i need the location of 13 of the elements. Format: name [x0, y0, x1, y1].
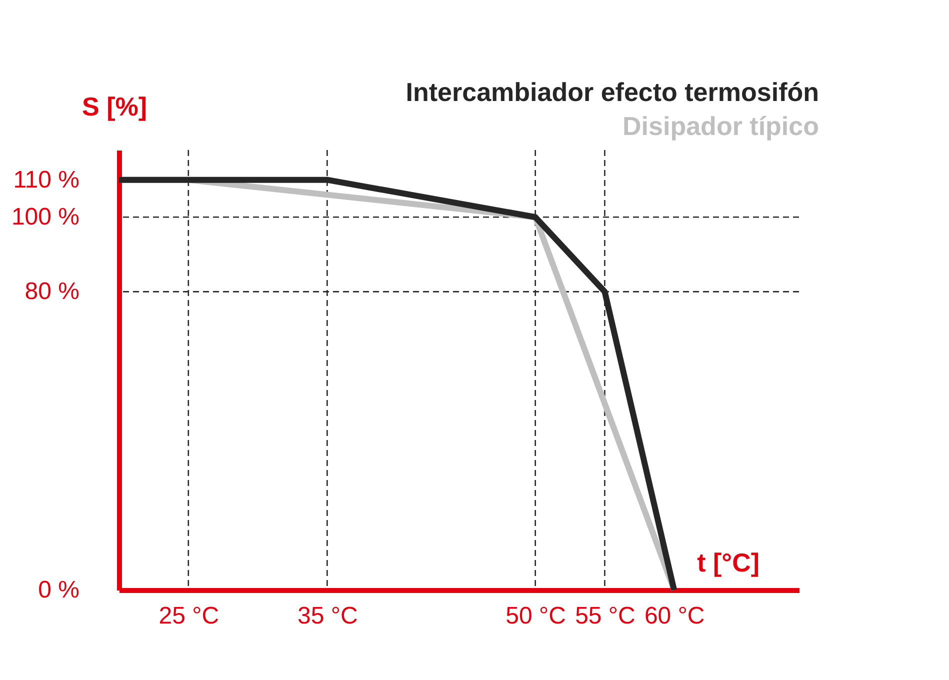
- text: Disipador típico: [622, 111, 819, 141]
- y-tick-label: 80 %: [24, 278, 80, 306]
- y-axis-title: S [%]: [82, 92, 147, 122]
- x-tick-label: 55 °C: [575, 602, 636, 630]
- x-axis-title: t [°C]: [697, 548, 760, 578]
- x-tick-label: 35 °C: [298, 602, 358, 630]
- x-tick-label: 60 °C: [644, 602, 705, 630]
- x-tick-label: 50 °C: [506, 602, 566, 630]
- y-tick-label: 110 %: [13, 166, 80, 194]
- x-tick-label: 25 °C: [158, 602, 220, 630]
- y-tick-label: 0 %: [38, 576, 80, 604]
- y-tick-label: 100 %: [11, 204, 80, 231]
- text: Intercambiador efecto termosifón: [406, 77, 819, 107]
